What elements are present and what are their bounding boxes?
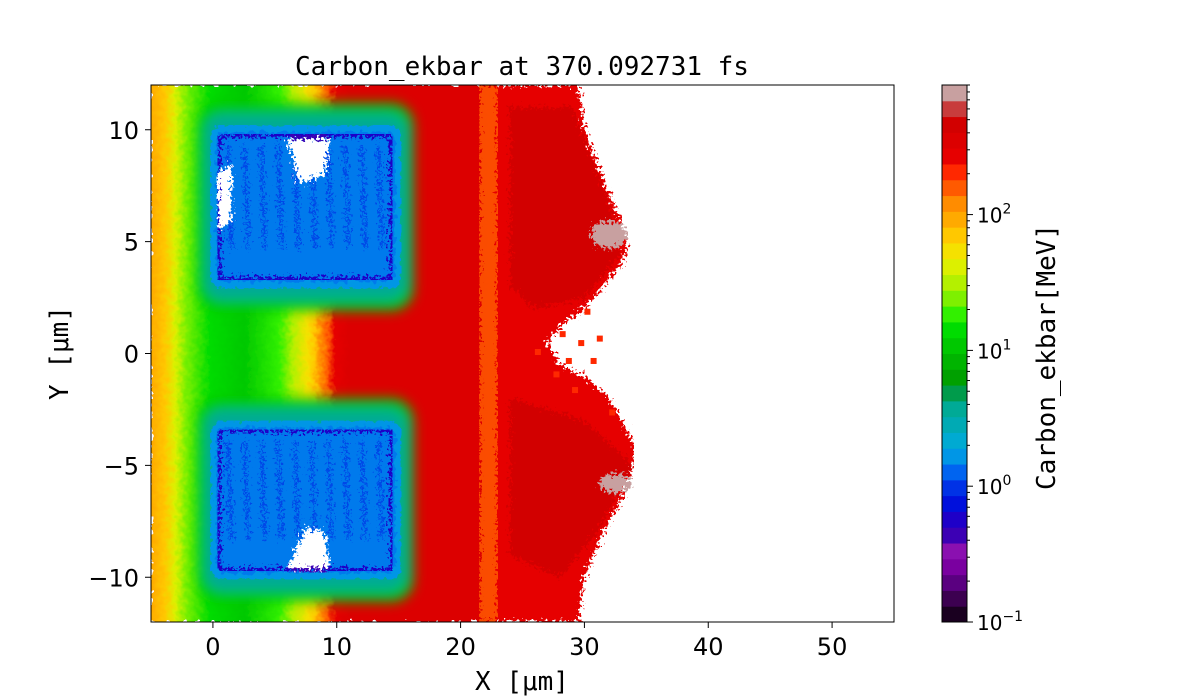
- colorbar-segment: [942, 132, 967, 149]
- x-tick-label: 10: [321, 633, 352, 661]
- colorbar-segment: [942, 369, 967, 386]
- voids: [216, 134, 331, 573]
- colorbar-segment: [942, 574, 967, 591]
- colorbar-segment: [942, 274, 967, 291]
- colorbar-segment: [942, 495, 967, 512]
- colorbar-frame: [941, 84, 968, 623]
- y-tick-label: −10: [88, 564, 139, 592]
- colorbar-segment: [942, 321, 967, 339]
- colorbar-segment: [942, 385, 967, 402]
- colorbar-segment: [942, 227, 967, 244]
- heatmap-field: [151, 85, 634, 622]
- colorbar-segment: [942, 511, 967, 528]
- high-energy-front: [485, 85, 634, 622]
- y-axis: −10 −5 0 5 10: [88, 117, 151, 592]
- colorbar-segment: [942, 242, 967, 260]
- colorbar-segment: [942, 606, 967, 623]
- colorbar-segment: [942, 400, 967, 418]
- colorbar-segment: [942, 116, 967, 133]
- colorbar-segment: [942, 416, 967, 433]
- colorbar-tick-label: 10−1: [977, 609, 1023, 635]
- colorbar-segment: [942, 479, 967, 497]
- colorbar-segment: [942, 258, 967, 276]
- colorbar-segment: [942, 558, 967, 576]
- colorbar-segment: [942, 100, 967, 118]
- colorbar-segment: [942, 85, 967, 102]
- colorbar-label: Carbon_ekbar[MeV]: [1032, 224, 1062, 490]
- colorbar-segment: [942, 464, 967, 481]
- colorbar-segment: [942, 448, 967, 465]
- gap-speckles: [534, 308, 616, 416]
- colorbar-segment: [942, 163, 967, 181]
- x-tick-label: 20: [445, 633, 476, 661]
- colorbar-segment: [942, 179, 967, 197]
- colorbar-segment: [942, 543, 967, 560]
- colorbar-segment: [942, 527, 967, 544]
- x-axis: 0 10 20 30 40 50: [205, 622, 847, 661]
- colorbar-segment: [942, 306, 967, 323]
- low-energy-block-upper: [198, 102, 414, 311]
- colorbar-segment: [942, 353, 967, 370]
- colorbar-segment: [942, 211, 967, 228]
- front-fringe: [479, 85, 498, 622]
- colorbar-tick-label: 102: [977, 202, 1011, 228]
- x-tick-label: 50: [817, 633, 848, 661]
- colorbar-segment: [942, 290, 967, 307]
- colorbar-tick-label: 100: [977, 473, 1011, 499]
- y-axis-label: Y [μm]: [45, 306, 75, 400]
- x-tick-label: 0: [205, 633, 220, 661]
- colorbar-segment: [942, 337, 967, 354]
- plot-area: 0 10 20 30 40 50 −10 −5 0 5 10: [88, 84, 895, 661]
- y-tick-label: 10: [108, 117, 139, 145]
- colorbar-segment: [942, 148, 967, 165]
- x-axis-label: X [μm]: [475, 667, 569, 697]
- colorbar-segment: [942, 590, 967, 607]
- chart-title: Carbon_ekbar at 370.092731 fs: [295, 52, 749, 82]
- y-tick-label: −5: [104, 452, 139, 480]
- colorbar-segment: [942, 195, 967, 212]
- colorbar: 10−1 100 101 102: [941, 84, 1023, 635]
- colorbar-segment: [942, 432, 967, 449]
- y-tick-label: 0: [124, 341, 139, 369]
- y-tick-label: 5: [124, 229, 139, 257]
- colorbar-tick-label: 101: [977, 337, 1011, 363]
- x-tick-label: 30: [569, 633, 600, 661]
- low-energy-block-lower: [198, 398, 414, 602]
- x-tick-label: 40: [693, 633, 724, 661]
